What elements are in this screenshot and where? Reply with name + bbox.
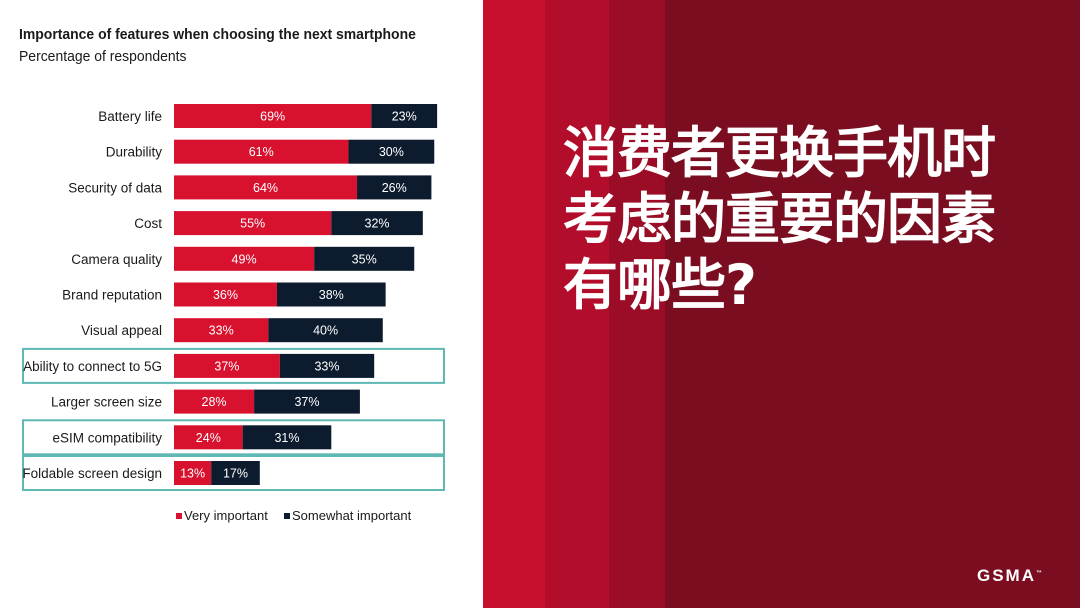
data-label: 33% <box>209 324 234 338</box>
chart-title: Importance of features when choosing the… <box>19 26 416 43</box>
category-label: Camera quality <box>71 252 162 267</box>
highlight-box <box>22 347 445 384</box>
bar-somewhat-important <box>371 104 438 128</box>
bar-very-important <box>174 139 349 164</box>
bar-very-important <box>174 282 277 307</box>
category-label: Battery life <box>98 109 162 124</box>
headline-line: 消费者更换手机时 <box>563 121 996 185</box>
data-label: 31% <box>274 431 299 445</box>
gsma-logo: GSMA™ <box>977 566 1042 586</box>
data-label: 64% <box>253 181 278 195</box>
category-label: Durability <box>106 145 163 160</box>
bar-somewhat-important <box>276 282 386 307</box>
bar-somewhat-important <box>268 318 383 343</box>
data-label: 28% <box>202 395 227 409</box>
headline-line: 有哪些? <box>563 253 757 317</box>
data-label: 37% <box>214 359 239 373</box>
bar-very-important <box>174 425 243 450</box>
data-label: 35% <box>352 252 377 266</box>
data-label: 23% <box>392 110 417 124</box>
data-label: 32% <box>365 217 390 231</box>
category-label: Brand reputation <box>62 288 162 303</box>
legend-label: Somewhat important <box>292 508 412 523</box>
stacked-bar-chart: Battery life 69% 23% Durability 61% 30% Securi… <box>22 104 445 523</box>
data-label: 24% <box>196 431 221 445</box>
headline: 消费者更换手机时 考虑的重要的因素 有哪些? <box>563 120 1043 318</box>
category-label: Ability to connect to 5G <box>23 359 162 374</box>
bar-very-important <box>174 318 269 343</box>
bar-very-important <box>174 246 315 271</box>
highlight-box <box>22 455 445 491</box>
data-label: 49% <box>232 252 257 266</box>
bar-somewhat-important <box>254 389 360 414</box>
bar-somewhat-important <box>314 246 415 271</box>
chart-panel: Importance of features when choosing the… <box>0 0 483 608</box>
decorative-band <box>483 0 545 608</box>
data-label: 17% <box>223 467 248 481</box>
bar-very-important <box>174 461 212 485</box>
bar-somewhat-important <box>331 211 423 236</box>
data-label: 69% <box>260 110 285 124</box>
legend-swatch <box>176 513 182 519</box>
bar-very-important <box>174 211 332 236</box>
data-label: 26% <box>382 181 407 195</box>
category-label: Cost <box>134 216 162 231</box>
category-label: Larger screen size <box>51 395 162 410</box>
headline-line: 考虑的重要的因素 <box>563 187 996 251</box>
highlight-box <box>22 419 445 456</box>
title-panel: 消费者更换手机时 考虑的重要的因素 有哪些? GSMA™ <box>483 0 1080 608</box>
bar-very-important <box>174 353 280 378</box>
data-label: 37% <box>294 395 319 409</box>
category-label: Security of data <box>68 180 162 195</box>
category-label: Foldable screen design <box>22 466 162 481</box>
data-label: 36% <box>213 288 238 302</box>
category-label: eSIM compatibility <box>52 430 162 445</box>
data-label: 33% <box>314 359 339 373</box>
bar-somewhat-important <box>348 139 435 164</box>
category-label: Visual appeal <box>81 323 162 338</box>
legend-swatch <box>284 513 290 519</box>
data-label: 30% <box>379 145 404 159</box>
bar-very-important <box>174 389 255 414</box>
logo-trademark: ™ <box>1036 570 1042 577</box>
decorative-band <box>545 0 609 608</box>
bar-somewhat-important <box>279 353 375 378</box>
data-label: 40% <box>313 324 338 338</box>
chart-subtitle: Percentage of respondents <box>19 48 187 65</box>
data-label: 55% <box>240 217 265 231</box>
decorative-band <box>609 0 665 608</box>
bar-very-important <box>174 104 372 128</box>
decorative-band <box>665 0 1080 608</box>
bar-somewhat-important <box>357 175 432 200</box>
bar-somewhat-important <box>242 425 332 450</box>
bar-somewhat-important <box>211 461 260 485</box>
logo-text: GSMA <box>977 566 1036 585</box>
data-label: 61% <box>249 145 274 159</box>
bar-very-important <box>174 175 358 200</box>
legend-label: Very important <box>184 508 268 523</box>
data-label: 13% <box>180 467 205 481</box>
data-label: 38% <box>319 288 344 302</box>
